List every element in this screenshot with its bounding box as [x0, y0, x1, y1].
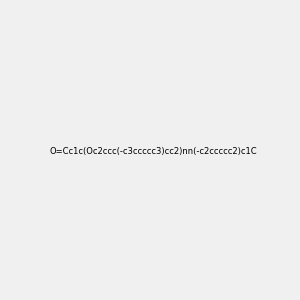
- Text: O=Cc1c(Oc2ccc(-c3ccccc3)cc2)nn(-c2ccccc2)c1C: O=Cc1c(Oc2ccc(-c3ccccc3)cc2)nn(-c2ccccc2…: [50, 147, 258, 156]
